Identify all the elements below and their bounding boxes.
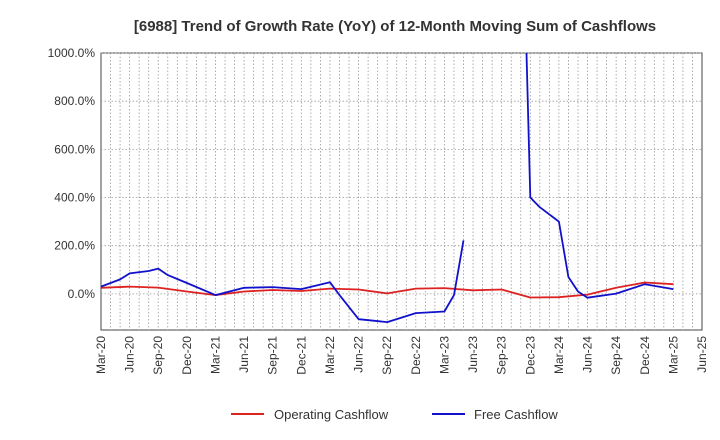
x-tick-label: Jun-23 bbox=[466, 336, 480, 373]
x-tick-label: Jun-24 bbox=[581, 336, 595, 373]
x-tick-label: Sep-23 bbox=[495, 336, 509, 375]
free-cashflow-line bbox=[525, 53, 674, 299]
operating-cashflow-line bbox=[101, 281, 674, 299]
legend: Operating Cashflow Free Cashflow bbox=[231, 407, 558, 422]
y-tick-label: 1000.0% bbox=[48, 46, 96, 60]
y-tick-label: 800.0% bbox=[54, 94, 95, 108]
x-tick-label: Sep-22 bbox=[380, 336, 394, 375]
x-tick-label: Mar-22 bbox=[323, 336, 337, 374]
x-tick-label: Sep-20 bbox=[151, 336, 165, 375]
x-tick-label: Dec-23 bbox=[523, 336, 537, 375]
x-tick-label: Jun-21 bbox=[237, 336, 251, 373]
x-tick-label: Mar-20 bbox=[94, 336, 108, 374]
x-tick-label: Mar-25 bbox=[666, 336, 680, 374]
x-tick-label: Dec-24 bbox=[638, 336, 652, 375]
x-tick-label: Sep-24 bbox=[609, 336, 623, 375]
x-axis-labels: Mar-20 Jun-20 Sep-20 Dec-20 Mar-21 Jun-21 Sep-… bbox=[94, 336, 709, 375]
x-tick-label: Dec-21 bbox=[294, 336, 308, 375]
y-tick-label: 0.0% bbox=[68, 287, 96, 301]
y-tick-label: 600.0% bbox=[54, 142, 95, 156]
x-tick-label: Jun-22 bbox=[352, 336, 366, 373]
x-tick-label: Dec-22 bbox=[409, 336, 423, 375]
x-tick-label: Mar-24 bbox=[552, 336, 566, 374]
x-tick-label: Sep-21 bbox=[266, 336, 280, 375]
x-tick-label: Jun-25 bbox=[695, 336, 709, 373]
x-grid bbox=[110, 53, 693, 330]
free-cashflow-line bbox=[101, 240, 465, 324]
x-tick-label: Mar-23 bbox=[437, 336, 451, 374]
y-grid bbox=[101, 52, 702, 295]
x-tick-label: Jun-20 bbox=[123, 336, 137, 373]
x-tick-label: Dec-20 bbox=[180, 336, 194, 375]
x-tick-label: Mar-21 bbox=[208, 336, 222, 374]
series-lines bbox=[101, 53, 674, 324]
y-tick-label: 200.0% bbox=[54, 239, 95, 253]
chart-title: [6988] Trend of Growth Rate (YoY) of 12-… bbox=[134, 18, 656, 35]
y-axis-labels: 0.0% 200.0% 400.0% 600.0% 800.0% 1000.0% bbox=[48, 46, 96, 301]
plot-area bbox=[100, 52, 703, 331]
y-tick-label: 400.0% bbox=[54, 191, 95, 205]
legend-label-operating: Operating Cashflow bbox=[274, 407, 389, 422]
legend-label-free: Free Cashflow bbox=[474, 407, 558, 422]
